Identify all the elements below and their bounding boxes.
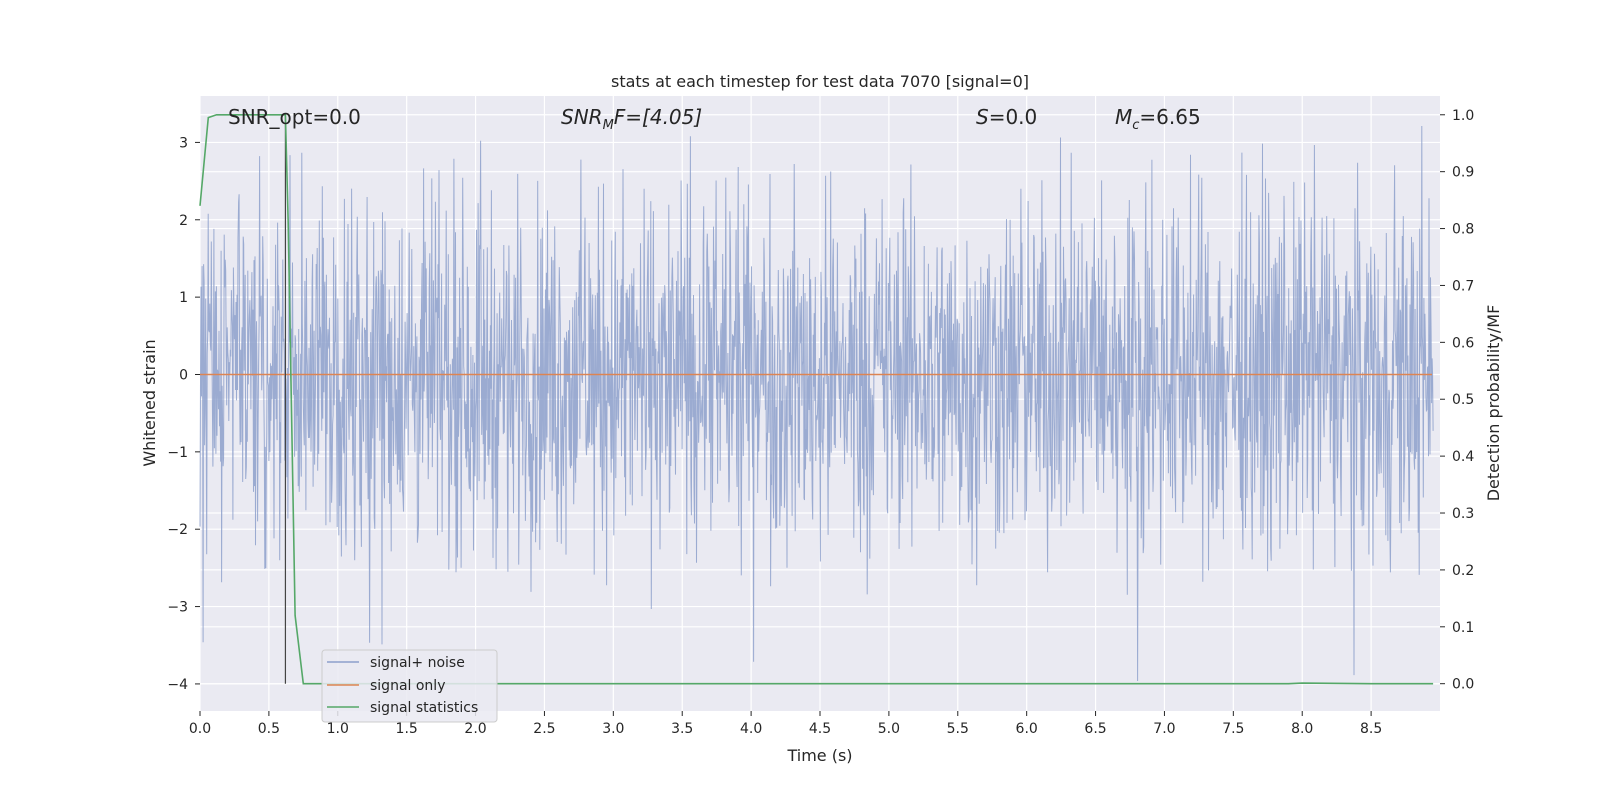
x-tick-label-7: 3.5: [671, 721, 693, 737]
x-tick-label-3: 1.5: [396, 721, 418, 737]
x-tick-label-13: 6.5: [1084, 721, 1106, 737]
annotation-mc: Mc=6.65: [1115, 105, 1201, 133]
annotation-snr-mf: SNRMF=[4.05]: [561, 105, 702, 133]
x-axis-label: Time (s): [786, 746, 852, 765]
y-right-tick-label-3: 0.7: [1452, 278, 1474, 294]
x-tick-label-16: 8.0: [1291, 721, 1313, 737]
annotation-mc-sub: c: [1132, 118, 1139, 133]
x-tick-label-8: 4.0: [740, 721, 762, 737]
annotation-s-rest: =0.0: [989, 105, 1038, 129]
annotation-mc-rest: =6.65: [1139, 105, 1200, 129]
annotation-snr-mf-rest: F=[4.05]: [614, 105, 702, 129]
annotation-s-base: S: [976, 105, 989, 129]
x-tick-label-1: 0.5: [258, 721, 280, 737]
y-left-tick-label-3: 0: [179, 367, 188, 383]
y-axis-left-ticks: 3 2 1 0 −4 −3 −2 −1: [167, 135, 200, 693]
x-axis-ticks: 0.0 0.5 1.0 1.5 2.0 2.5 3.0 3.5 4.0 4.5 5.0 5.5 6.0 6…: [189, 711, 1382, 737]
x-tick-label-5: 2.5: [533, 721, 555, 737]
legend-box: [321, 649, 498, 723]
y-right-tick-label-4: 0.6: [1452, 335, 1474, 351]
y-axis-right-label: Detection probability/MF: [1484, 305, 1503, 502]
x-tick-label-4: 2.0: [464, 721, 486, 737]
x-tick-label-6: 3.0: [602, 721, 624, 737]
x-tick-label-10: 5.0: [878, 721, 900, 737]
y-left-tick-label-6: −2: [167, 522, 188, 538]
signal-noise-series: [199, 125, 1434, 682]
x-tick-label-12: 6.0: [1016, 721, 1038, 737]
x-tick-label-11: 5.5: [947, 721, 969, 737]
y-left-tick-label-4: −4: [167, 677, 188, 693]
x-tick-label-14: 7.0: [1153, 721, 1175, 737]
x-tick-label-9: 4.5: [809, 721, 831, 737]
y-axis-right-ticks: 1.0 0.9 0.8 0.7 0.6 0.5 0.4 0.3 0.2 0.1 0.0: [1440, 108, 1474, 693]
y-right-tick-label-9: 0.1: [1452, 620, 1474, 636]
y-right-tick-label-1: 0.9: [1452, 165, 1474, 181]
y-left-tick-label-2: 1: [179, 290, 188, 306]
chart-title: stats at each timestep for test data 707…: [611, 72, 1029, 91]
annotation-snr-opt: SNR_opt=0.0: [228, 105, 361, 129]
y-left-tick-label-1: 2: [179, 213, 188, 229]
annotation-mc-base: M: [1115, 105, 1132, 129]
annotation-s: S=0.0: [976, 105, 1037, 129]
legend: signal+ noise signal only signal statist…: [321, 649, 498, 723]
y-left-tick-label-0: 3: [179, 135, 188, 151]
y-right-tick-label-7: 0.3: [1452, 506, 1474, 522]
annotation-snr-mf-sub: M: [603, 118, 614, 133]
y-left-tick-label-5: −3: [167, 600, 188, 616]
legend-label-stats: signal statistics: [370, 700, 478, 716]
y-right-tick-label-2: 0.8: [1452, 222, 1474, 238]
y-right-tick-label-6: 0.4: [1452, 449, 1474, 465]
y-right-tick-label-10: 0.0: [1452, 677, 1474, 693]
y-right-tick-label-8: 0.2: [1452, 563, 1474, 579]
annotation-snr-mf-base: SNR: [561, 105, 603, 129]
y-axis-left-label: Whitened strain: [140, 339, 159, 466]
x-tick-label-2: 1.0: [327, 721, 349, 737]
y-right-tick-label-5: 0.5: [1452, 392, 1474, 408]
x-tick-label-15: 7.5: [1222, 721, 1244, 737]
x-tick-label-0: 0.0: [189, 721, 211, 737]
noise-line: [199, 125, 1434, 682]
legend-label-signal: signal only: [370, 678, 445, 694]
y-right-tick-label-0: 1.0: [1452, 108, 1474, 124]
x-tick-label-17: 8.5: [1360, 721, 1382, 737]
legend-label-noise: signal+ noise: [370, 655, 465, 671]
y-left-tick-label-7: −1: [167, 445, 188, 461]
